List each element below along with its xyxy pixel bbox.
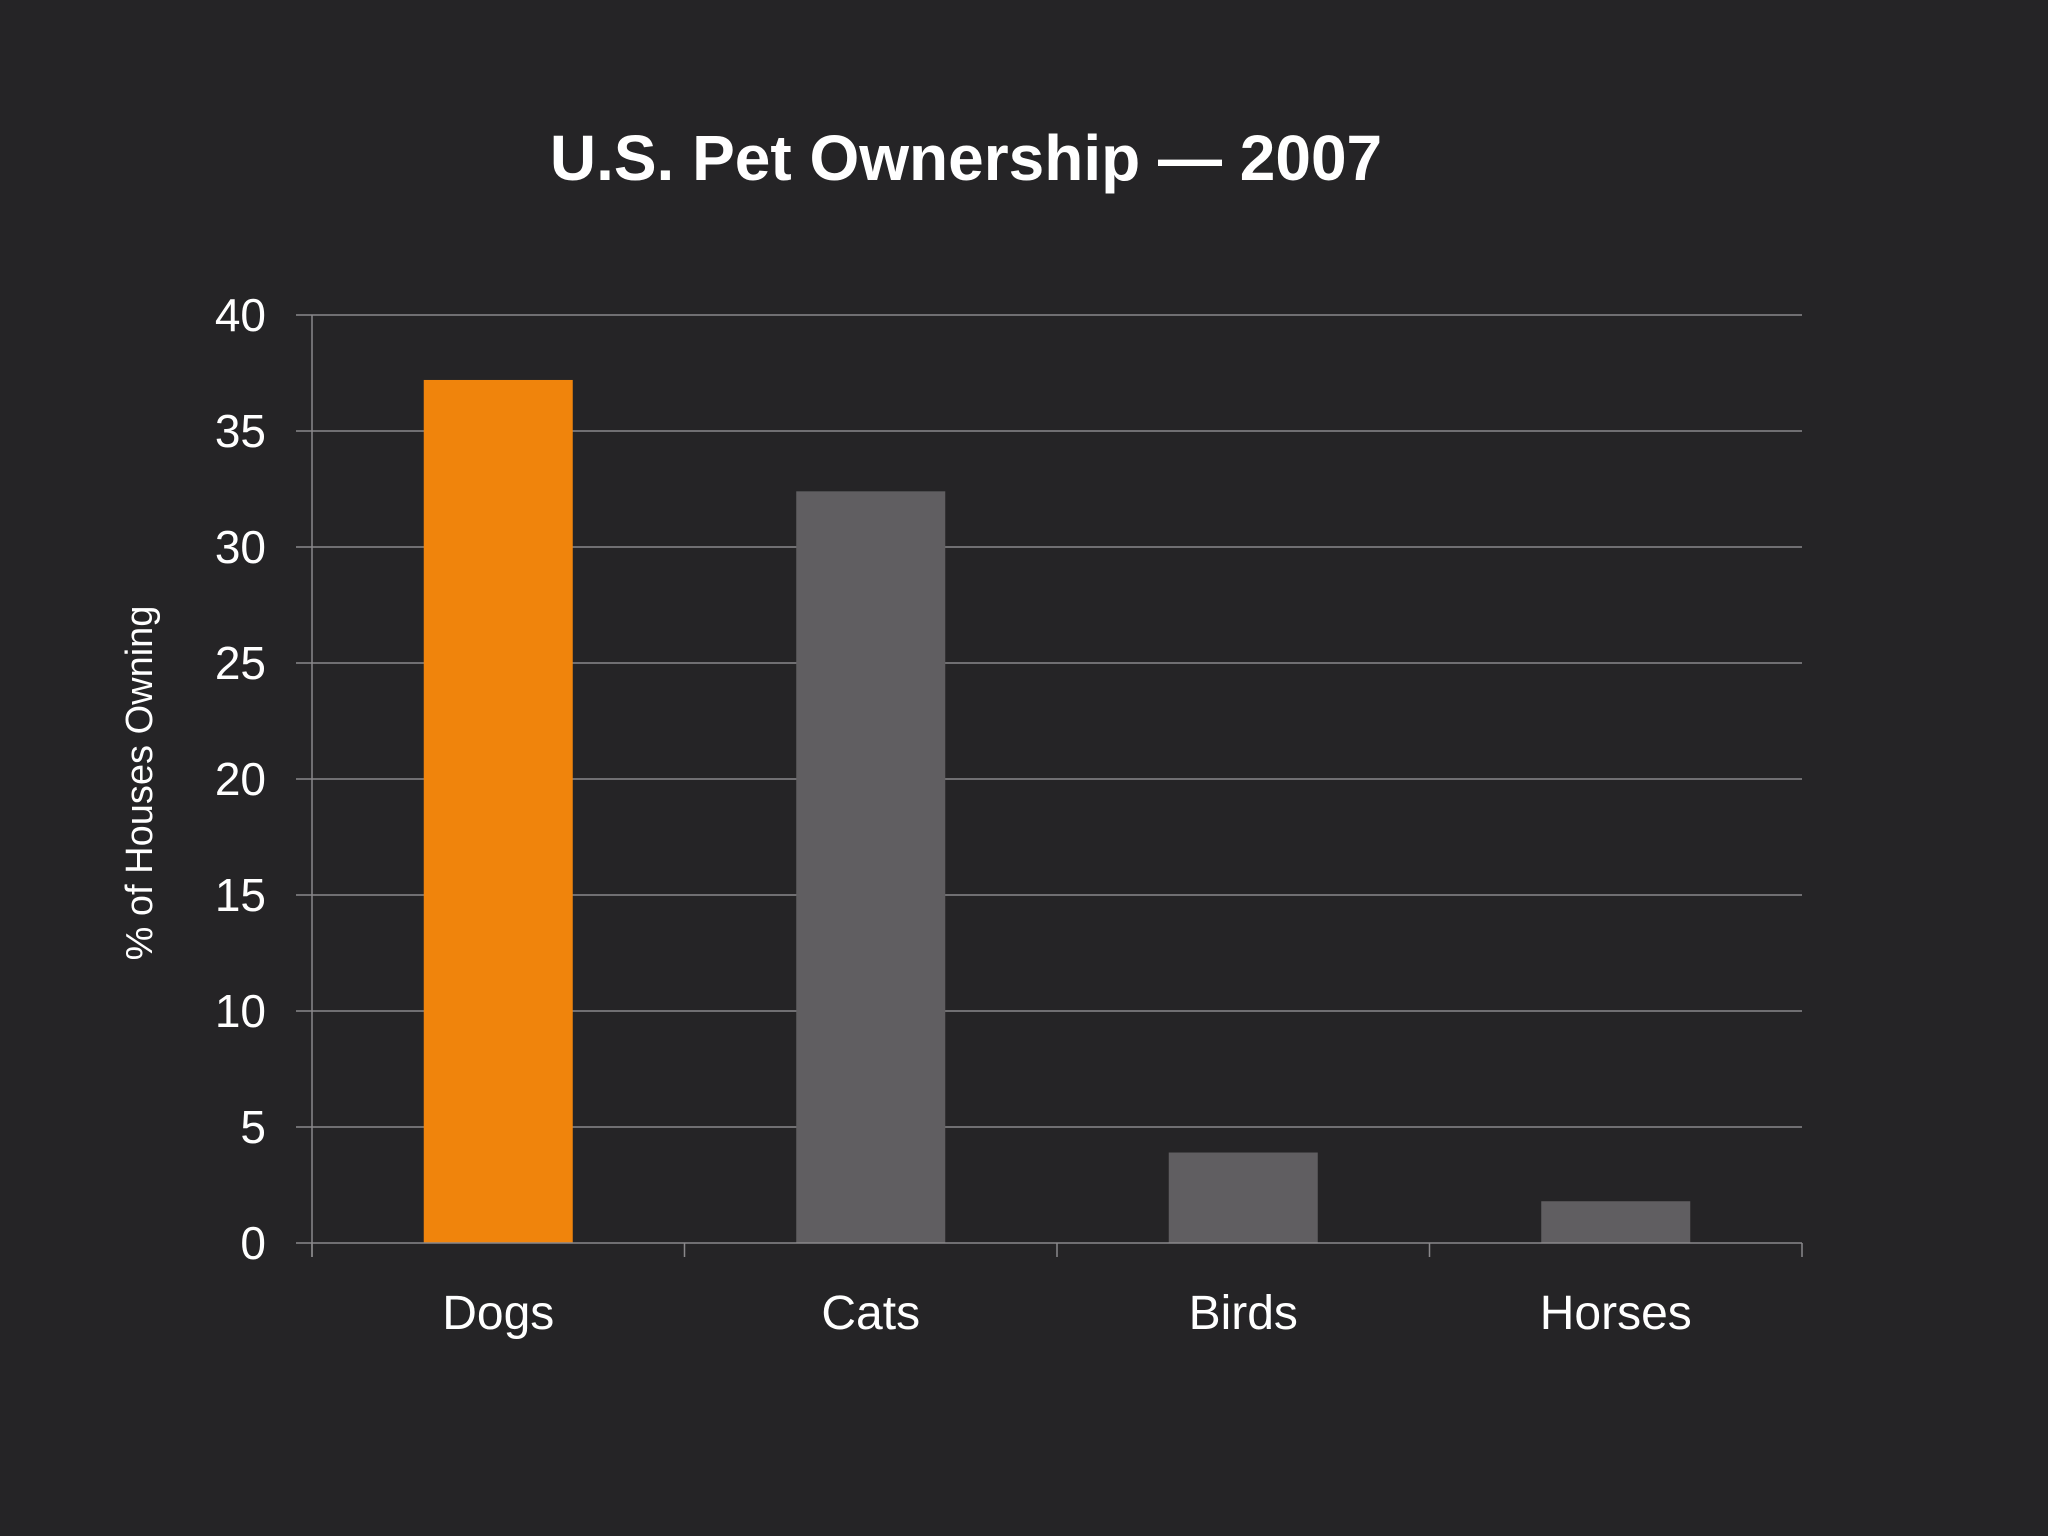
bars	[423, 379, 1691, 1244]
y-tick-label: 30	[215, 521, 266, 573]
y-tick-label: 15	[215, 869, 266, 921]
x-tick-label-birds: Birds	[1189, 1287, 1298, 1340]
bar-dogs	[423, 379, 573, 1244]
axes	[296, 315, 1803, 1257]
x-tick-label-horses: Horses	[1540, 1287, 1692, 1340]
y-tick-label: 20	[215, 753, 266, 805]
y-tick-label: 10	[215, 985, 266, 1037]
x-tick-labels: Dogs Cats Birds Horses	[442, 1287, 1692, 1340]
y-tick-labels: 0 5 10 15 20 25 30 35 40	[215, 289, 266, 1269]
bar-birds	[1168, 1152, 1318, 1243]
x-tick-label-dogs: Dogs	[442, 1287, 554, 1340]
y-tick-label: 0	[240, 1217, 266, 1269]
y-tick-label: 5	[240, 1101, 266, 1153]
bar-horses	[1541, 1201, 1691, 1243]
y-tick-label: 25	[215, 637, 266, 689]
chart-title: U.S. Pet Ownership — 2007	[550, 122, 1382, 194]
bar-cats	[796, 491, 946, 1243]
y-tick-label: 40	[215, 289, 266, 341]
y-axis-label: % of Houses Owning	[119, 606, 161, 961]
x-tick-label-cats: Cats	[821, 1287, 920, 1340]
y-tick-label: 35	[215, 405, 266, 457]
